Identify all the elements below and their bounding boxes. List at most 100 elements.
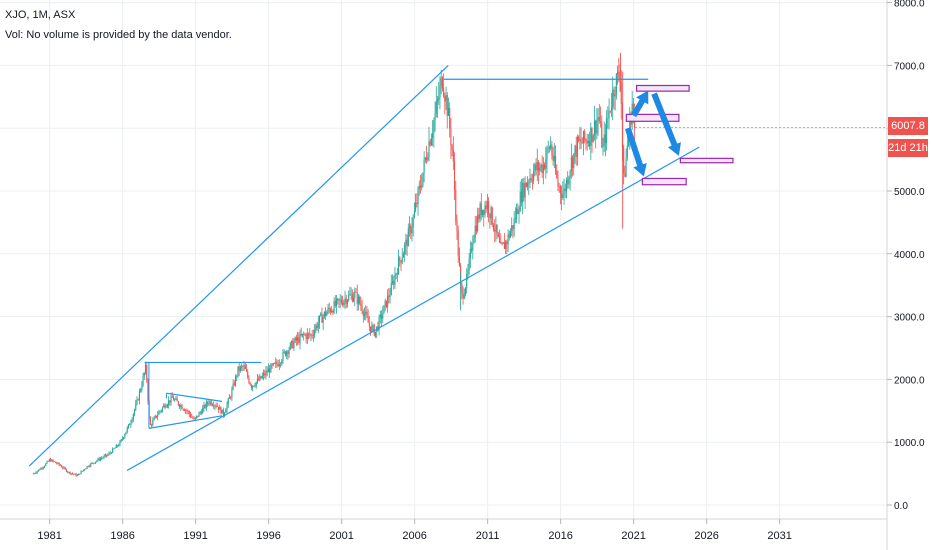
candle-body bbox=[131, 419, 133, 423]
candle-body bbox=[143, 372, 145, 377]
candle-body bbox=[563, 188, 565, 194]
candle-body bbox=[406, 239, 408, 247]
candle-body bbox=[219, 407, 221, 410]
candle-body bbox=[428, 141, 430, 158]
candle-body bbox=[416, 202, 418, 205]
projection-box[interactable] bbox=[641, 177, 687, 186]
candle-body bbox=[444, 95, 446, 102]
projection-box[interactable] bbox=[679, 157, 734, 164]
candle-body bbox=[300, 333, 302, 336]
time-tick-label: 1996 bbox=[256, 530, 280, 542]
drawings[interactable] bbox=[28, 64, 887, 471]
candle-body bbox=[48, 459, 50, 462]
candle-body bbox=[629, 116, 631, 136]
candle-body bbox=[602, 146, 604, 148]
candle-body bbox=[104, 454, 106, 456]
candle-body bbox=[512, 225, 514, 229]
candle-body bbox=[298, 337, 300, 343]
candle-body bbox=[468, 258, 470, 271]
candle-body bbox=[415, 202, 417, 211]
time-tick-label: 2011 bbox=[476, 530, 500, 542]
candle-body bbox=[332, 310, 334, 313]
candle-body bbox=[71, 473, 74, 475]
candle-body bbox=[511, 225, 513, 232]
candle-body bbox=[113, 448, 115, 450]
candle-body bbox=[346, 300, 349, 304]
candle-body bbox=[443, 88, 445, 96]
candle-body bbox=[456, 220, 458, 231]
time-tick-label: 2026 bbox=[694, 530, 718, 542]
candle-body bbox=[573, 153, 575, 168]
candle-body bbox=[307, 333, 310, 335]
price-tick-label: 3000.0 bbox=[894, 313, 925, 324]
price-tick-label: 0.0 bbox=[894, 501, 908, 512]
candle-body bbox=[576, 136, 578, 157]
candle-body bbox=[244, 365, 246, 370]
candle-body bbox=[357, 297, 359, 304]
candle-body bbox=[518, 210, 520, 215]
candle-body bbox=[562, 193, 564, 199]
candle-body bbox=[383, 305, 385, 314]
candle-body bbox=[623, 147, 625, 174]
projection-box[interactable] bbox=[635, 84, 690, 92]
candle-body bbox=[248, 377, 250, 383]
candle-body bbox=[488, 201, 490, 214]
candle-body bbox=[451, 145, 453, 150]
candle-body bbox=[338, 298, 340, 301]
candle-body bbox=[41, 468, 43, 469]
candle-body bbox=[236, 376, 238, 377]
candle-body bbox=[608, 110, 610, 119]
candle-body bbox=[316, 325, 318, 328]
price-tick-label: 7000.0 bbox=[894, 61, 925, 72]
candle-body bbox=[140, 389, 142, 392]
candle-body bbox=[222, 409, 224, 416]
candle-body bbox=[325, 311, 327, 316]
projection-box[interactable] bbox=[625, 113, 680, 122]
candle-body bbox=[378, 317, 380, 331]
triangle-lower-line[interactable] bbox=[148, 415, 223, 429]
candle-body bbox=[165, 406, 167, 408]
projection-arrow[interactable] bbox=[624, 127, 647, 177]
candle-body bbox=[348, 294, 350, 301]
candle-body bbox=[90, 463, 92, 467]
candle-body bbox=[84, 469, 86, 471]
candle-body bbox=[440, 77, 442, 86]
candle-body bbox=[200, 412, 203, 414]
candle-body bbox=[362, 311, 364, 316]
candle-body bbox=[367, 316, 369, 323]
candle-body bbox=[554, 155, 557, 171]
candle-body bbox=[106, 454, 108, 456]
candle-body bbox=[92, 462, 94, 464]
candle-body bbox=[260, 376, 262, 379]
candle-body bbox=[421, 185, 423, 188]
time-axis[interactable]: 1981 1986 1991 1996 2001 2006 2011 2016 2021 2026… bbox=[37, 519, 792, 542]
candle-body bbox=[411, 227, 413, 234]
candle-body bbox=[380, 314, 383, 319]
candle-body bbox=[171, 396, 173, 398]
price-axis[interactable]: 0.01000.02000.03000.04000.05000.06000.07… bbox=[887, 0, 925, 512]
candle-body bbox=[108, 453, 110, 455]
candle-body bbox=[125, 431, 127, 435]
candle-body bbox=[194, 417, 196, 419]
candle-body bbox=[287, 351, 289, 354]
candle-body bbox=[177, 401, 179, 405]
candle-body bbox=[114, 447, 116, 449]
triangle-upper-line[interactable] bbox=[166, 392, 223, 402]
projection-arrow[interactable] bbox=[631, 90, 649, 118]
candle-body bbox=[63, 467, 65, 469]
candle-body bbox=[546, 148, 548, 160]
candle-body bbox=[226, 404, 228, 410]
candle-body bbox=[370, 326, 372, 332]
candle-body bbox=[295, 337, 297, 341]
upper-trendline[interactable] bbox=[28, 64, 449, 467]
candle-body bbox=[169, 400, 171, 403]
candle-body bbox=[221, 409, 223, 414]
projection-arrow[interactable] bbox=[651, 92, 681, 156]
candle-body bbox=[617, 71, 619, 74]
candle-body bbox=[464, 288, 467, 295]
candle-body bbox=[401, 257, 403, 263]
candle-body bbox=[255, 381, 257, 386]
lower-trendline[interactable] bbox=[126, 146, 700, 471]
candle-body bbox=[210, 401, 212, 405]
